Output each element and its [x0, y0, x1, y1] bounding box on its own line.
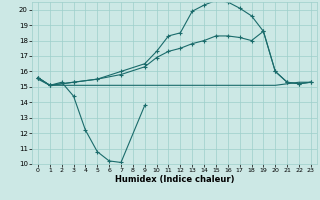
X-axis label: Humidex (Indice chaleur): Humidex (Indice chaleur) [115, 175, 234, 184]
